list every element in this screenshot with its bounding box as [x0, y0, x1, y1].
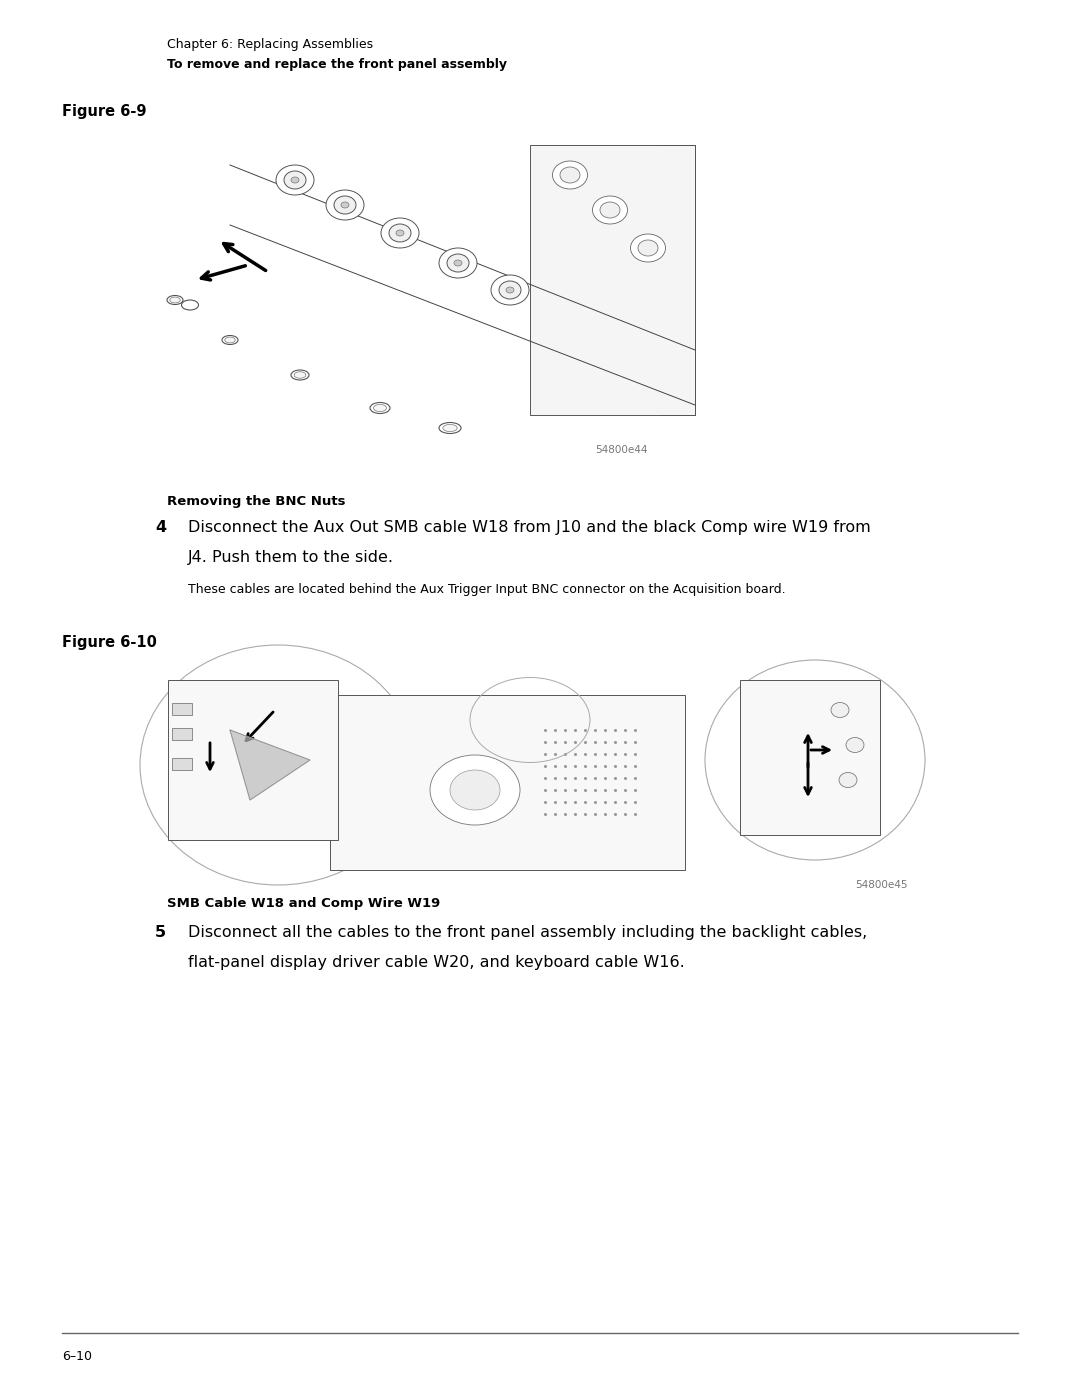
- Ellipse shape: [593, 196, 627, 224]
- Ellipse shape: [831, 703, 849, 718]
- Ellipse shape: [326, 190, 364, 219]
- Ellipse shape: [454, 260, 462, 265]
- Ellipse shape: [447, 254, 469, 272]
- Text: To remove and replace the front panel assembly: To remove and replace the front panel as…: [167, 59, 507, 71]
- Ellipse shape: [638, 240, 658, 256]
- Ellipse shape: [430, 754, 519, 826]
- Ellipse shape: [600, 203, 620, 218]
- Ellipse shape: [396, 231, 404, 236]
- Text: Figure 6-10: Figure 6-10: [62, 636, 157, 650]
- Ellipse shape: [222, 335, 238, 345]
- Bar: [172, 703, 192, 715]
- Text: Disconnect all the cables to the front panel assembly including the backlight ca: Disconnect all the cables to the front p…: [188, 925, 867, 940]
- Polygon shape: [230, 731, 310, 800]
- Ellipse shape: [561, 168, 580, 183]
- Ellipse shape: [341, 203, 349, 208]
- Ellipse shape: [491, 275, 529, 305]
- Ellipse shape: [291, 370, 309, 380]
- Ellipse shape: [443, 425, 457, 432]
- Ellipse shape: [294, 372, 306, 379]
- Text: Disconnect the Aux Out SMB cable W18 from J10 and the black Comp wire W19 from: Disconnect the Aux Out SMB cable W18 fro…: [188, 520, 870, 535]
- Text: flat-panel display driver cable W20, and keyboard cable W16.: flat-panel display driver cable W20, and…: [188, 956, 685, 970]
- Ellipse shape: [167, 296, 183, 305]
- Ellipse shape: [507, 286, 514, 293]
- Ellipse shape: [370, 402, 390, 414]
- Text: Chapter 6: Replacing Assemblies: Chapter 6: Replacing Assemblies: [167, 38, 373, 52]
- Ellipse shape: [374, 404, 387, 412]
- Text: 4: 4: [156, 520, 166, 535]
- Text: These cables are located behind the Aux Trigger Input BNC connector on the Acqui: These cables are located behind the Aux …: [188, 583, 785, 597]
- Bar: [172, 759, 192, 770]
- Ellipse shape: [705, 659, 924, 861]
- Ellipse shape: [553, 161, 588, 189]
- Ellipse shape: [225, 337, 235, 342]
- Ellipse shape: [839, 773, 858, 788]
- FancyBboxPatch shape: [530, 145, 696, 415]
- FancyBboxPatch shape: [330, 694, 685, 870]
- Text: J4. Push them to the side.: J4. Push them to the side.: [188, 550, 394, 564]
- Text: 54800e45: 54800e45: [855, 880, 907, 890]
- Ellipse shape: [438, 249, 477, 278]
- FancyBboxPatch shape: [740, 680, 880, 835]
- Bar: [172, 728, 192, 740]
- Ellipse shape: [284, 170, 306, 189]
- Text: SMB Cable W18 and Comp Wire W19: SMB Cable W18 and Comp Wire W19: [167, 897, 441, 909]
- Ellipse shape: [140, 645, 416, 886]
- Ellipse shape: [438, 422, 461, 433]
- Ellipse shape: [499, 281, 521, 299]
- Ellipse shape: [381, 218, 419, 249]
- Ellipse shape: [334, 196, 356, 214]
- Ellipse shape: [291, 177, 299, 183]
- Ellipse shape: [181, 300, 199, 310]
- Ellipse shape: [450, 770, 500, 810]
- Ellipse shape: [846, 738, 864, 753]
- FancyBboxPatch shape: [168, 680, 338, 840]
- Text: Removing the BNC Nuts: Removing the BNC Nuts: [167, 495, 346, 509]
- Text: 54800e44: 54800e44: [595, 446, 648, 455]
- Ellipse shape: [631, 235, 665, 263]
- Ellipse shape: [389, 224, 411, 242]
- Text: Figure 6-9: Figure 6-9: [62, 103, 147, 119]
- Ellipse shape: [276, 165, 314, 196]
- Ellipse shape: [170, 298, 180, 303]
- Text: 6–10: 6–10: [62, 1350, 92, 1363]
- Text: 5: 5: [156, 925, 166, 940]
